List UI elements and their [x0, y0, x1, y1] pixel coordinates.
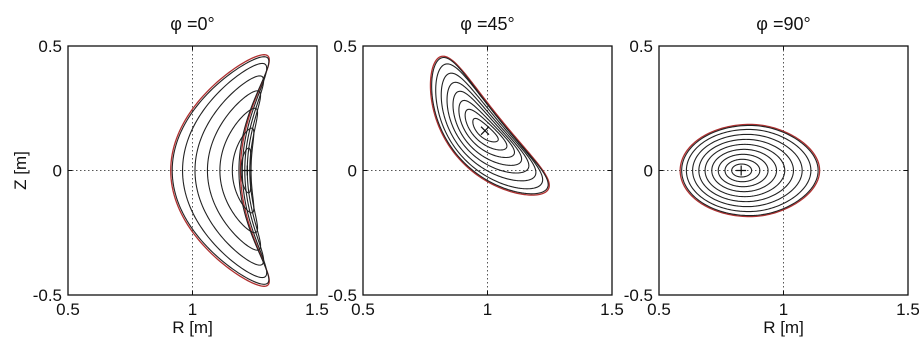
flux-surface [435, 63, 544, 190]
y-tick-label: -0.5 [33, 286, 62, 305]
magnetic-axis-marker [480, 126, 490, 136]
flux-surface [464, 108, 508, 151]
chart-title: φ =45° [460, 14, 514, 34]
x-axis-label: R [m] [172, 318, 213, 337]
chart-panel-1: 0.5 1 1.5 0.5 0 -0.5 φ =45° [328, 14, 624, 319]
flux-surface [681, 124, 819, 217]
x-tick-label: 1 [188, 300, 197, 319]
x-tick-label: 1.5 [600, 300, 624, 319]
flux-surface [685, 128, 812, 213]
magnetic-axis-marker [242, 165, 253, 176]
x-tick-label: 1.5 [896, 300, 919, 319]
chart-title: φ =90° [756, 14, 810, 34]
flux-surface [731, 163, 753, 178]
magnetic-axis-marker [736, 165, 747, 176]
x-tick-label: 0.5 [56, 300, 80, 319]
flux-surface [219, 107, 259, 234]
x-tick-label: 0.5 [351, 300, 375, 319]
y-tick-label: -0.5 [328, 286, 357, 305]
flux-surface [206, 90, 262, 251]
flux-surface [194, 75, 265, 266]
y-tick-label: 0 [348, 162, 357, 181]
flux-surface [698, 138, 795, 203]
outer-boundary [679, 123, 821, 218]
y-tick-label: 0 [53, 162, 62, 181]
outer-boundary [429, 55, 550, 196]
y-tick-label: 0.5 [629, 37, 653, 56]
chart-title: φ =0° [170, 14, 214, 34]
x-tick-label: 0.5 [647, 300, 671, 319]
chart-panel-2: 0.5 1 1.5 0.5 0 -0.5 φ =90° R [m] [624, 14, 919, 337]
flux-surface [231, 127, 255, 214]
flux-surface [724, 158, 761, 183]
y-tick-label: 0 [644, 162, 653, 181]
flux-surface [704, 143, 786, 198]
flux-surface [458, 99, 516, 159]
flux-surface [440, 72, 537, 182]
y-tick-label: 0.5 [38, 37, 62, 56]
y-axis-label: Z [m] [11, 151, 30, 190]
y-tick-label: -0.5 [624, 286, 653, 305]
flux-surface [717, 153, 769, 188]
flux-surface [181, 62, 268, 279]
x-tick-label: 1 [779, 300, 788, 319]
x-tick-label: 1.5 [305, 300, 329, 319]
flux-surface [240, 147, 252, 194]
y-tick-label: 0.5 [333, 37, 357, 56]
flux-surface [472, 117, 499, 143]
chart-panel-0: 0.5 1 1.5 0.5 0 -0.5 φ =0° R [m] Z [m] [11, 14, 329, 337]
flux-surface [692, 133, 803, 208]
flux-surface [452, 90, 523, 166]
flux-surface [711, 148, 778, 193]
x-tick-label: 1 [483, 300, 492, 319]
x-axis-label: R [m] [763, 318, 804, 337]
flux-surface [446, 81, 530, 174]
flux-surface [431, 56, 549, 195]
